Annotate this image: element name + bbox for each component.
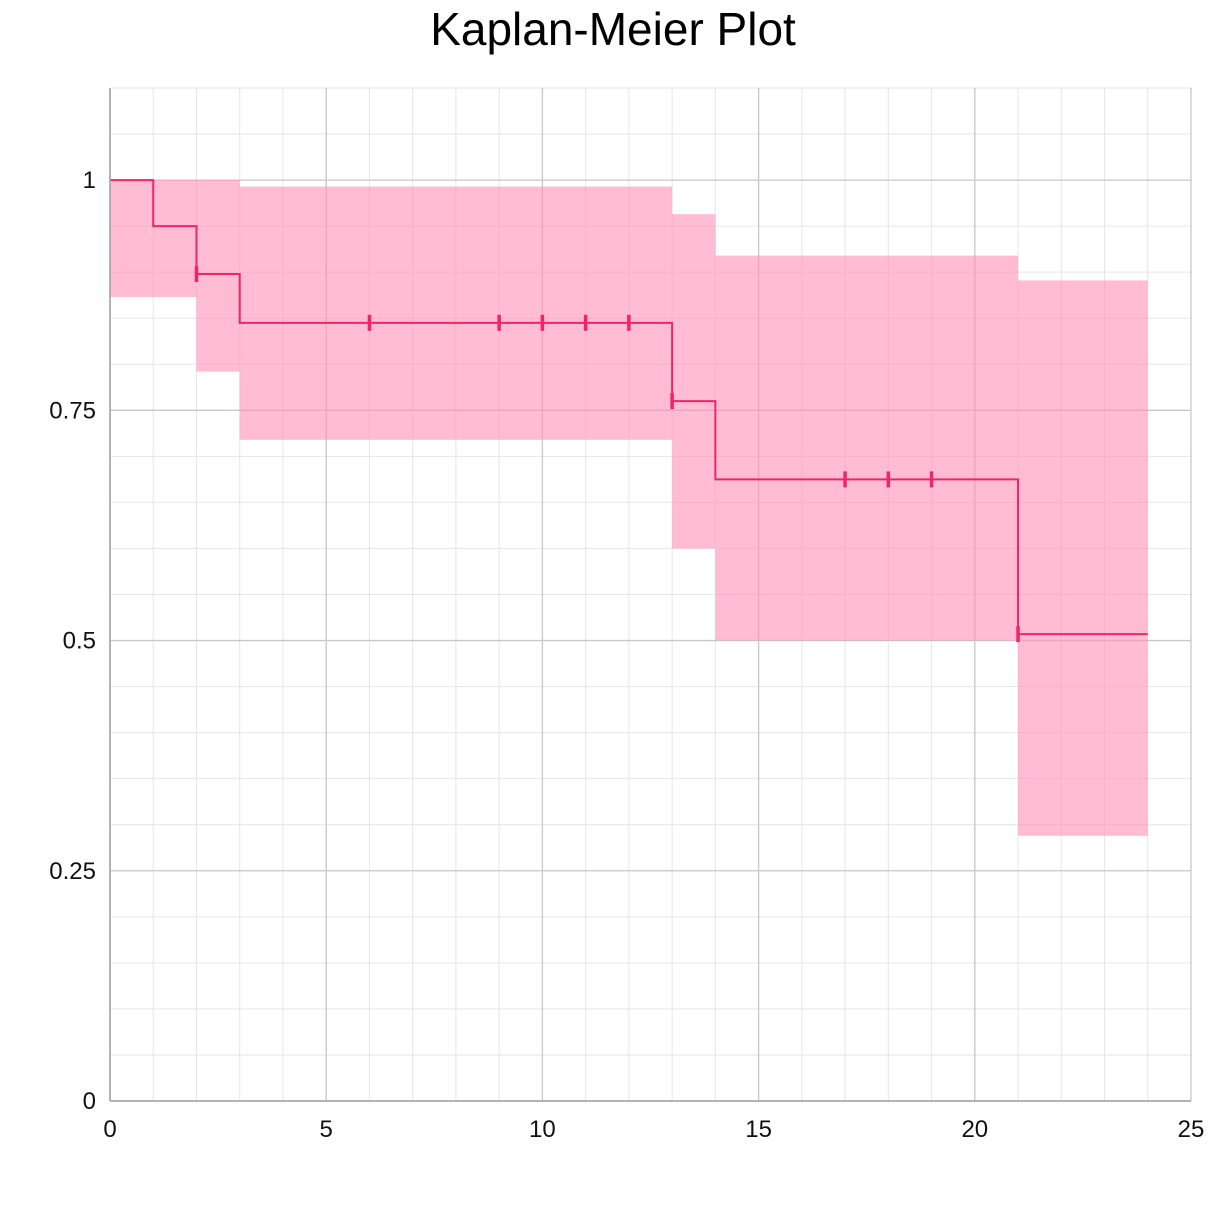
axes — [109, 88, 1191, 1102]
survival-step-line — [110, 179, 1148, 636]
confidence-band — [110, 180, 1148, 836]
x-axis-tick-labels: 0 5 10 15 20 25 — [103, 1116, 1204, 1143]
confidence-band-segment — [153, 180, 197, 298]
x-tick-label: 10 — [529, 1116, 556, 1143]
confidence-band-segment — [196, 180, 240, 372]
y-tick-label: 1 — [83, 167, 96, 194]
confidence-band-segment — [110, 180, 154, 298]
y-axis-tick-labels: 0 0.25 0.5 0.75 1 — [49, 167, 96, 1115]
survival-curve — [110, 179, 1148, 636]
y-tick-label: 0.75 — [49, 397, 96, 424]
y-tick-label: 0.5 — [63, 628, 96, 655]
confidence-band-segment — [239, 186, 673, 440]
x-tick-label: 15 — [745, 1116, 772, 1143]
confidence-band-segment — [1018, 280, 1148, 836]
y-tick-label: 0.25 — [49, 858, 96, 885]
x-tick-label: 5 — [320, 1116, 333, 1143]
x-tick-label: 25 — [1178, 1116, 1205, 1143]
y-tick-label: 0 — [83, 1088, 96, 1115]
censor-marks — [194, 266, 1020, 643]
x-tick-label: 20 — [961, 1116, 988, 1143]
confidence-band-segment — [715, 255, 1019, 641]
confidence-band-segment — [672, 214, 716, 549]
chart-title: Kaplan-Meier Plot — [430, 3, 796, 55]
x-tick-label: 0 — [103, 1116, 116, 1143]
